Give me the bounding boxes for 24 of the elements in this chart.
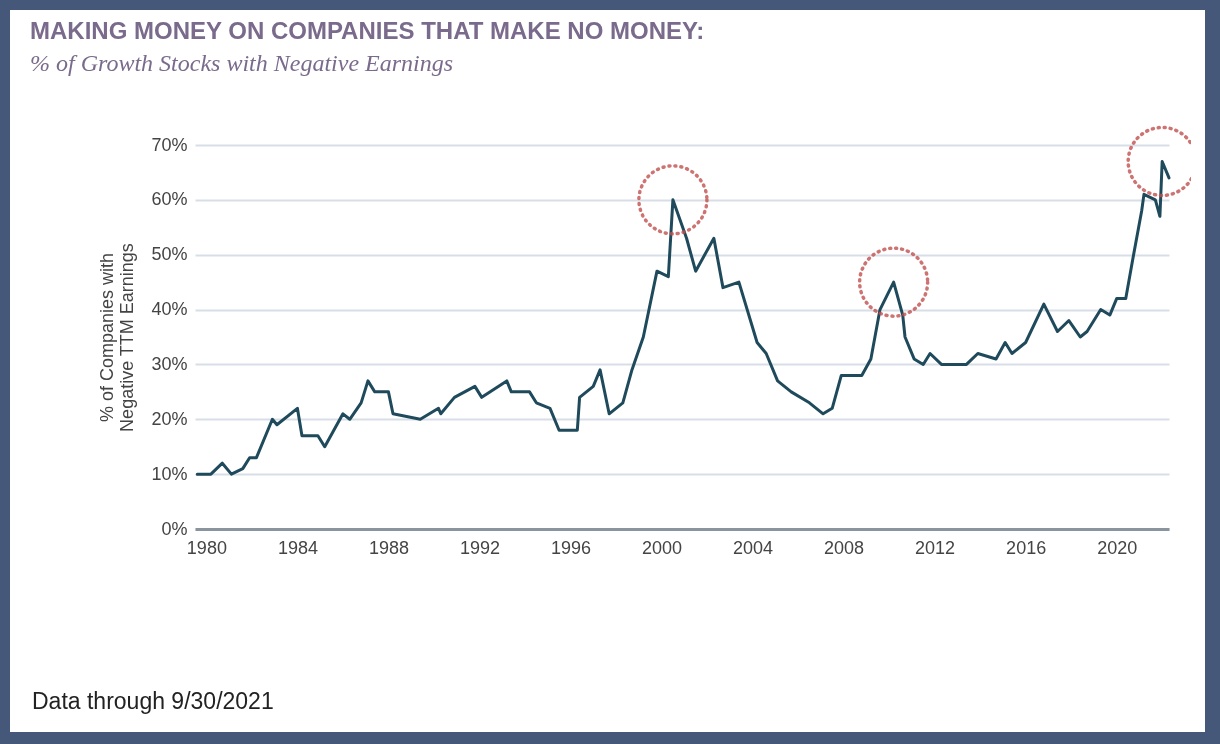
x-tick-label: 2004 — [733, 537, 774, 558]
chart-subtitle: % of Growth Stocks with Negative Earnings — [30, 50, 454, 76]
x-tick-label: 1980 — [186, 537, 227, 558]
x-tick-label: 2012 — [915, 537, 956, 558]
x-tick-label: 1992 — [459, 537, 500, 558]
x-tick-label: 1996 — [550, 537, 592, 558]
x-tick-label: 2016 — [1006, 537, 1047, 558]
y-axis-title: % of Companies with Negative TTM Earnings — [97, 243, 138, 432]
chart-title: MAKING MONEY ON COMPANIES THAT MAKE NO MONEY: — [30, 17, 705, 44]
text: Data through 9/30/2021 — [32, 688, 274, 715]
y-tick-label: 10% — [151, 463, 188, 484]
y-tick-label: 40% — [151, 299, 188, 320]
x-tick-label: 2008 — [824, 537, 865, 558]
y-tick-label: 60% — [151, 189, 188, 210]
y-tick-label: 50% — [151, 244, 188, 265]
x-tick-label: 1984 — [277, 537, 318, 558]
x-tick-label: 1988 — [368, 537, 409, 558]
y-tick-label: 20% — [151, 408, 188, 429]
x-tick-label: 2020 — [1097, 537, 1138, 558]
x-tick-label: 2000 — [642, 537, 683, 558]
y-tick-label: 0% — [161, 518, 188, 539]
y-tick-label: 70% — [151, 134, 188, 155]
y-tick-label: 30% — [151, 353, 188, 374]
line-series — [195, 159, 1171, 476]
